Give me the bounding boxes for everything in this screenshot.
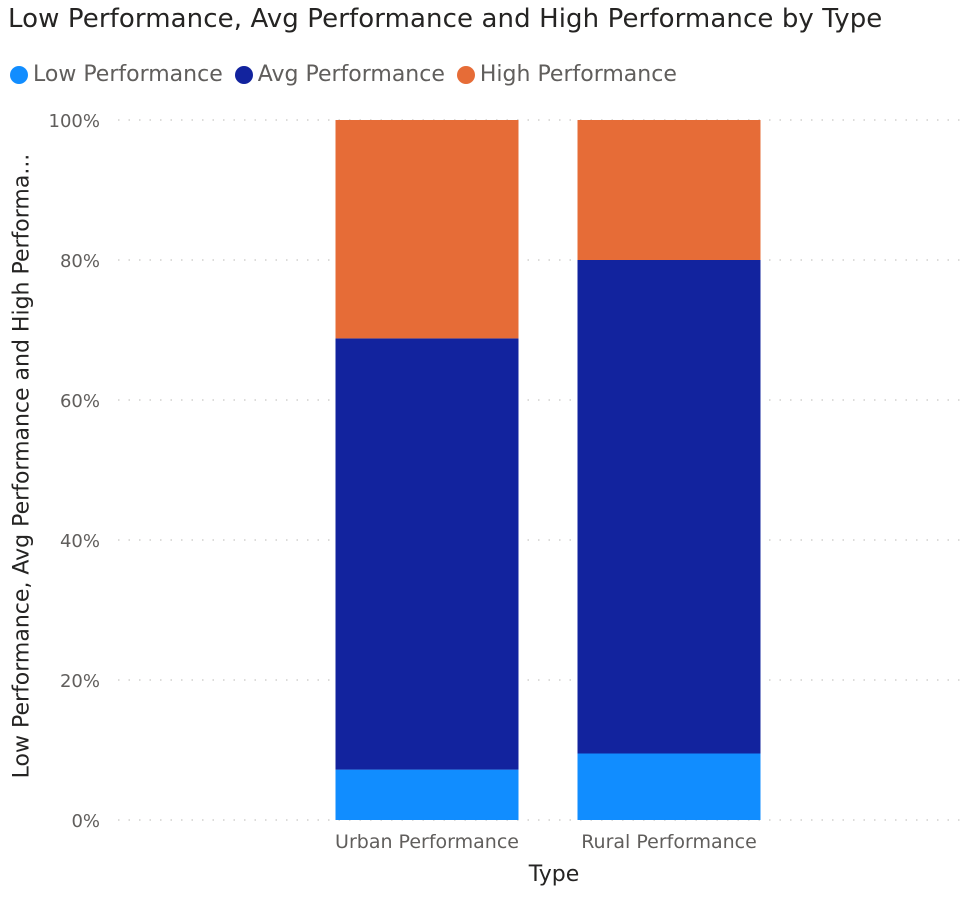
legend-label-low: Low Performance	[33, 62, 223, 87]
y-tick-label: 100%	[49, 111, 100, 132]
y-tick-label: 40%	[60, 531, 100, 552]
legend-item-high[interactable]: High Performance	[456, 62, 677, 87]
legend-item-low[interactable]: Low Performance	[10, 62, 223, 87]
bar-segment-0-1[interactable]	[335, 338, 519, 770]
legend-label-avg: Avg Performance	[257, 62, 445, 87]
bar-segment-1-2[interactable]	[577, 120, 761, 260]
bars	[335, 120, 761, 821]
legend-dot-high-icon	[456, 65, 475, 84]
bar-segment-0-2[interactable]	[335, 120, 519, 339]
x-tick-label: Urban Performance	[335, 831, 519, 853]
x-axis-title: Type	[528, 862, 580, 887]
legend: Low Performance Avg Performance High Per…	[10, 62, 689, 87]
x-axis-labels: Urban Performance Rural Performance	[335, 831, 757, 853]
bar-segment-0-0[interactable]	[335, 769, 519, 820]
y-tick-label: 0%	[71, 811, 100, 832]
legend-dot-avg-icon	[234, 65, 253, 84]
bar-segment-1-0[interactable]	[577, 753, 761, 821]
y-tick-label: 80%	[60, 251, 100, 272]
gridlines	[118, 119, 960, 821]
y-tick-label: 60%	[60, 391, 100, 412]
legend-label-high: High Performance	[479, 62, 677, 87]
y-tick-label: 20%	[60, 671, 100, 692]
chart-title: Low Performance, Avg Performance and Hig…	[8, 4, 883, 34]
x-tick-label: Rural Performance	[581, 831, 757, 853]
legend-dot-low-icon	[10, 65, 28, 84]
legend-item-avg[interactable]: Avg Performance	[234, 62, 445, 87]
y-axis-ticks: 0% 20% 40% 60% 80% 100%	[49, 111, 100, 832]
bar-segment-1-1[interactable]	[577, 260, 761, 754]
